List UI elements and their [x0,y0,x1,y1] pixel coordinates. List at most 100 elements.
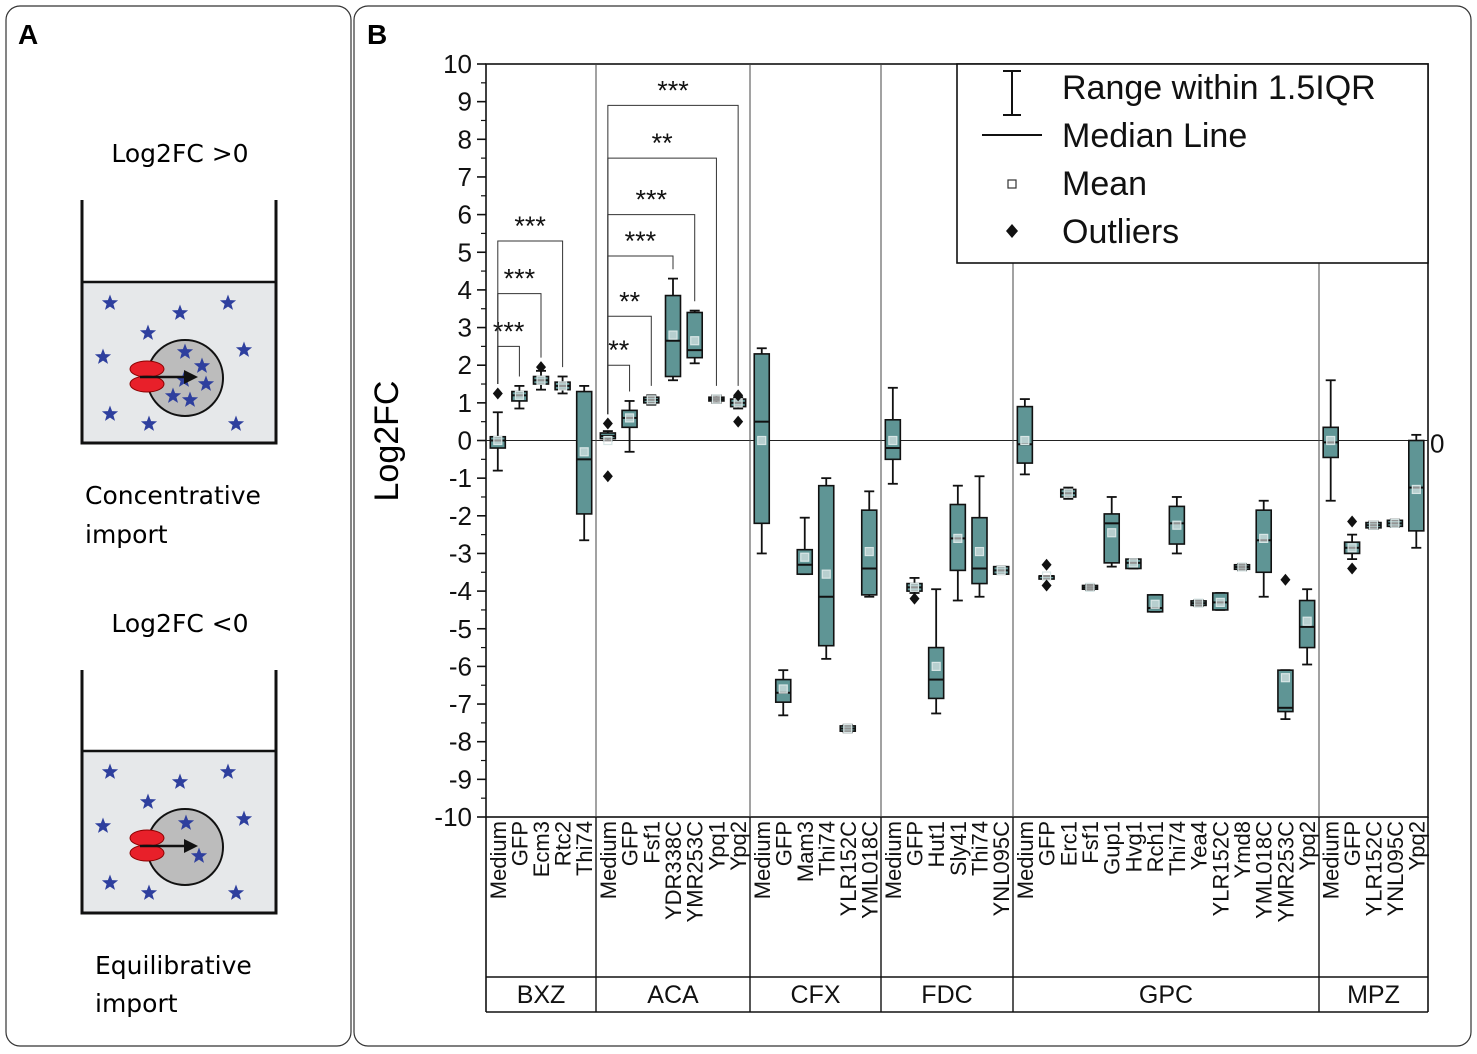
y-tick-label: 1 [458,388,472,418]
box-medium: Medium [486,387,511,899]
mean-marker [1085,582,1095,592]
bottom-transporter-upper [129,829,165,847]
significance-label: *** [504,264,536,294]
box-gfp: GFP [1340,515,1365,866]
legend-frame [956,63,1429,264]
y-tick-label: -7 [449,689,472,719]
mean-marker [931,661,941,672]
box-fsf1: Fsf1 [639,394,664,864]
category-label: YNL095C [1383,821,1408,917]
star-icon [164,387,182,403]
mean-marker [1280,673,1291,683]
box-ylr152c: YLR152C [836,723,861,916]
category-label: YML018C [1252,821,1277,919]
star-icon [140,415,158,431]
panel-a-top-diagram: Log2FC >0 Concentrative import [80,139,278,549]
top-import-arrowhead [184,370,198,384]
star-icon [139,793,157,809]
box-mam3: Mam3 [793,516,818,882]
box-ypq2: Ypq2 [1404,433,1429,871]
mean-marker [1107,528,1117,538]
panel-b-label: B [367,19,387,50]
box-gfp: GFP [507,385,532,866]
star-icon [101,763,119,779]
y-axis-label: Log2FC [368,381,406,502]
top-caption: Log2FC >0 [111,139,248,168]
category-label: Ypq1 [704,821,729,871]
significance-bracket [607,104,739,415]
box-medium: Medium [596,417,621,899]
category-label: YLR152C [1362,821,1387,917]
legend-mean-icon [1007,179,1017,189]
top-label-line2: import [85,520,168,549]
box-yml018c: YML018C [1252,499,1277,919]
box-thi74: Thi74 [814,477,839,876]
y-tick-label: -10 [434,802,472,832]
star-icon [139,324,157,340]
mean-marker [909,582,920,592]
outlier-marker [492,387,503,400]
mean-marker [1347,543,1357,553]
y-tick-label: 6 [458,200,472,230]
legend-label: Mean [1062,165,1147,203]
box-erc1: Erc1 [1056,486,1081,866]
category-label: YLR152C [1208,821,1233,917]
category-label: GFP [771,821,796,866]
star-icon [235,341,253,357]
group-label: BXZ [517,981,566,1009]
group-label: MPZ [1347,981,1400,1009]
box-ypq2: Ypq2 [726,389,751,871]
mean-marker [1259,533,1269,543]
box-yml018c: YML018C [857,490,882,919]
box-gfp: GFP [903,577,928,866]
category-label: Gup1 [1100,821,1125,875]
box-yea4: Yea4 [1187,598,1212,870]
box-medium: Medium [750,347,775,899]
bottom-stars-outside [94,763,253,900]
mean-marker [1237,562,1247,572]
mean-marker [1128,558,1139,568]
star-icon [94,348,112,364]
category-label: GFP [903,821,928,866]
y-tick-label: -5 [449,614,472,644]
y-tick-label: 3 [458,313,472,343]
mean-marker [1390,518,1400,528]
panel-b-frame [353,5,1472,1047]
bottom-caption: Log2FC <0 [111,609,248,638]
outlier-marker [1280,573,1291,586]
significance-label: *** [514,211,546,241]
box-medium: Medium [1319,379,1344,899]
box-gfp: GFP [1035,558,1060,866]
category-label: Rtc2 [551,821,576,866]
category-label: Ecm3 [529,821,554,877]
significance-label: ** [608,335,630,365]
mean-marker [888,435,898,446]
category-label: Medium [1319,821,1344,899]
bottom-import-arrowhead [184,839,198,853]
top-transporter-upper [129,360,165,378]
group-label: GPC [1139,981,1193,1009]
star-icon [181,391,199,407]
outlier-marker [733,389,744,402]
box-hut1: Hut1 [924,588,949,867]
top-label-line1: Concentrative [85,481,261,510]
significance-brackets: ************************ [493,75,739,415]
category-label: Thi74 [572,821,597,876]
category-label: GFP [1340,821,1365,866]
box-gfp: GFP [771,669,796,866]
star-icon [227,884,245,900]
mean-marker [493,435,503,446]
category-label: Ypq2 [1295,821,1320,871]
category-label: Hut1 [924,821,949,867]
significance-label: ** [652,128,674,158]
outlier-marker [1347,515,1358,528]
box-iqr [1103,513,1121,564]
box-ypq1: Ypq1 [704,394,729,871]
mean-marker [1411,484,1421,495]
top-vessel-outline [80,200,278,445]
panel-a-bottom-diagram: Log2FC <0 Equilibrative import [80,609,278,1018]
mean-marker [1041,571,1052,581]
